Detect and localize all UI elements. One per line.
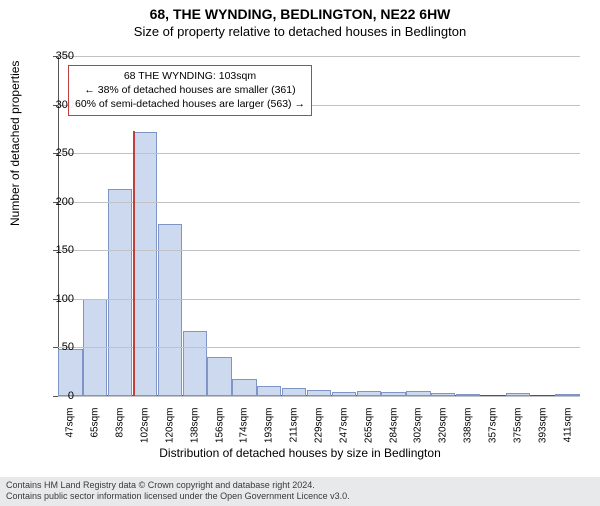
x-tick-label: 320sqm	[438, 408, 449, 458]
y-axis-title: Number of detached properties	[8, 61, 22, 226]
histogram-bar	[108, 189, 132, 396]
y-tick-label: 150	[44, 244, 74, 256]
x-tick-label: 65sqm	[90, 408, 101, 458]
x-tick-label: 102sqm	[140, 408, 151, 458]
page-subtitle: Size of property relative to detached ho…	[0, 24, 600, 39]
histogram-bar	[257, 386, 281, 396]
x-tick-label: 375sqm	[512, 408, 523, 458]
x-tick-label: 357sqm	[488, 408, 499, 458]
x-tick-label: 193sqm	[264, 408, 275, 458]
x-tick-label: 229sqm	[314, 408, 325, 458]
x-tick-label: 83sqm	[115, 408, 126, 458]
gridline	[58, 153, 580, 154]
x-tick-label: 338sqm	[463, 408, 474, 458]
x-tick-label: 265sqm	[363, 408, 374, 458]
page-title: 68, THE WYNDING, BEDLINGTON, NE22 6HW	[0, 6, 600, 22]
histogram-bar	[133, 132, 157, 396]
y-tick-label: 50	[44, 341, 74, 353]
x-tick-label: 302sqm	[413, 408, 424, 458]
histogram-bar	[183, 331, 207, 396]
histogram-bar	[282, 388, 306, 396]
gridline	[58, 202, 580, 203]
x-tick-label: 156sqm	[214, 408, 225, 458]
y-tick-label: 0	[44, 390, 74, 402]
gridline	[58, 299, 580, 300]
footer-attribution: Contains HM Land Registry data © Crown c…	[0, 477, 600, 506]
gridline	[58, 347, 580, 348]
y-tick-label: 250	[44, 147, 74, 159]
y-tick-label: 100	[44, 293, 74, 305]
x-tick-label: 393sqm	[537, 408, 548, 458]
property-marker-line	[133, 131, 135, 396]
histogram-bar	[58, 349, 82, 396]
x-tick-label: 47sqm	[65, 408, 76, 458]
x-tick-label: 247sqm	[338, 408, 349, 458]
info-line-smaller: ← 38% of detached houses are smaller (36…	[75, 83, 305, 97]
histogram-bar	[232, 379, 256, 396]
info-line-larger: 60% of semi-detached houses are larger (…	[75, 97, 305, 111]
x-tick-label: 211sqm	[289, 408, 300, 458]
gridline	[58, 250, 580, 251]
gridline	[58, 56, 580, 57]
info-line-property: 68 THE WYNDING: 103sqm	[75, 69, 305, 83]
property-info-box: 68 THE WYNDING: 103sqm ← 38% of detached…	[68, 65, 312, 116]
footer-line-2: Contains public sector information licen…	[6, 491, 594, 503]
y-tick-label: 350	[44, 50, 74, 62]
x-tick-label: 411sqm	[562, 408, 573, 458]
x-tick-label: 174sqm	[239, 408, 250, 458]
gridline	[58, 396, 580, 397]
histogram-bar	[207, 357, 231, 396]
x-tick-label: 120sqm	[164, 408, 175, 458]
footer-line-1: Contains HM Land Registry data © Crown c…	[6, 480, 594, 492]
x-tick-label: 284sqm	[388, 408, 399, 458]
y-tick-label: 200	[44, 196, 74, 208]
x-tick-label: 138sqm	[189, 408, 200, 458]
